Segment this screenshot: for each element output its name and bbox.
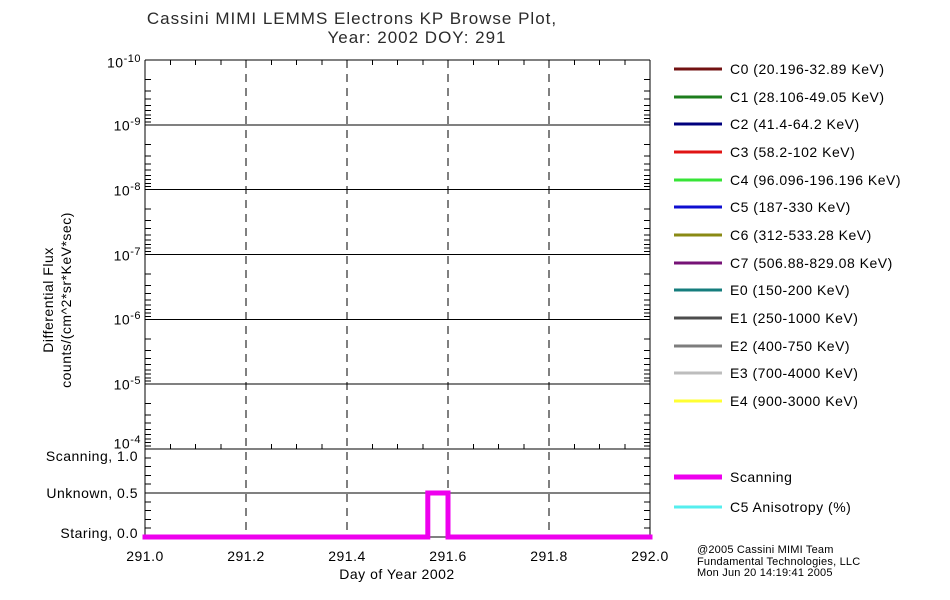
x-tick-label: 291.4 <box>328 548 366 564</box>
legend-color-line-c1 <box>674 95 722 99</box>
legend-item: E4 (900-3000 KeV) <box>673 387 901 415</box>
legend-item: C6 (312-533.28 KeV) <box>673 221 901 249</box>
legend-item-label: E3 (700-4000 KeV) <box>730 365 859 382</box>
channel-legend: C0 (20.196-32.89 KeV) C1 (28.106-49.05 K… <box>673 55 901 415</box>
legend-item: C5 (187-330 KeV) <box>673 193 901 221</box>
legend-item: C3 (58.2-102 KeV) <box>673 138 901 166</box>
legend-item-label: C4 (96.096-196.196 KeV) <box>730 171 902 188</box>
legend-color-line-c5 <box>674 205 722 209</box>
x-tick-label: 291.6 <box>429 548 467 564</box>
plot-title-line2: Year: 2002 DOY: 291 <box>327 28 507 47</box>
legend-item-label: C2 (41.4-64.2 KeV) <box>730 116 860 133</box>
y-tick-exponent: -7 <box>130 246 141 258</box>
legend-color-line-c3 <box>674 150 722 154</box>
legend-item: C1 (28.106-49.05 KeV) <box>673 83 901 111</box>
legend-item-label: C7 (506.88-829.08 KeV) <box>730 254 893 271</box>
legend-color-line-e3 <box>674 371 722 375</box>
legend-color-line-c2 <box>674 122 722 126</box>
legend-color-line-e2 <box>674 344 722 348</box>
y-tick-exponent: -5 <box>130 375 141 387</box>
legend-item-label: C1 (28.106-49.05 KeV) <box>730 88 885 105</box>
credit-line2: Fundamental Technologies, LLC <box>697 555 861 568</box>
legend-item: C7 (506.88-829.08 KeV) <box>673 249 901 277</box>
y-tick-label: 10-8 <box>0 181 141 199</box>
legend-item: C5 Anisotropy (%) <box>673 492 851 522</box>
y-tick-exponent: -8 <box>130 181 141 193</box>
x-tick-label: 292.0 <box>631 548 669 564</box>
legend-item-label: C0 (20.196-32.89 KeV) <box>730 60 885 77</box>
legend-item: E2 (400-750 KeV) <box>673 332 901 360</box>
y-tick-label: 10-7 <box>0 246 141 264</box>
legend-item-label: C3 (58.2-102 KeV) <box>730 143 856 160</box>
x-tick-label: 291.8 <box>530 548 568 564</box>
legend-item-label: Scanning <box>730 469 793 485</box>
y-tick-label: 10-10 <box>0 53 141 71</box>
legend-color-line-c4 <box>674 178 722 182</box>
credit-line1: @2005 Cassini MIMI Team <box>697 544 834 556</box>
credit-block: @2005 Cassini MIMI Team Fundamental Tech… <box>697 544 861 580</box>
x-axis-label: Day of Year 2002 <box>339 566 455 582</box>
legend-color-line-e4 <box>674 399 722 403</box>
y-tick-label: 10-9 <box>0 116 141 134</box>
y-tick-label: 10-6 <box>0 310 141 328</box>
y-tick-exponent: -6 <box>130 310 141 322</box>
legend-item: E0 (150-200 KeV) <box>673 277 901 305</box>
legend-item: E3 (700-4000 KeV) <box>673 360 901 388</box>
mode-tick-label-scanning: Scanning, 1.0 <box>45 448 138 464</box>
credit-line3: Mon Jun 20 14:19:41 2005 <box>697 567 833 579</box>
legend-item-label: E0 (150-200 KeV) <box>730 282 851 299</box>
x-tick-label: 291.2 <box>227 548 265 564</box>
legend-item: Scanning <box>673 462 851 492</box>
mode-tick-label-unknown: Unknown, 0.5 <box>46 485 138 501</box>
y-tick-base: 10 <box>113 117 131 134</box>
y-tick-label: 10-5 <box>0 375 141 393</box>
y-tick-label: 10-4 <box>0 434 141 452</box>
mode-legend: Scanning C5 Anisotropy (%) <box>673 462 851 522</box>
mode-tick-label-staring: Staring, 0.0 <box>60 525 138 541</box>
y-tick-base: 10 <box>113 435 131 452</box>
y-tick-base: 10 <box>107 54 124 71</box>
legend-color-line-scanning <box>674 474 722 480</box>
legend-item-label: E4 (900-3000 KeV) <box>730 393 859 410</box>
legend-item-label: C5 Anisotropy (%) <box>730 499 852 515</box>
y-tick-base: 10 <box>113 247 131 264</box>
legend-item: E1 (250-1000 KeV) <box>673 304 901 332</box>
plot-title-line1: Cassini MIMI LEMMS Electrons KP Browse P… <box>146 9 558 28</box>
legend-item: C2 (41.4-64.2 KeV) <box>673 110 901 138</box>
y-tick-base: 10 <box>113 376 131 393</box>
x-tick-label: 291.0 <box>126 548 164 564</box>
legend-color-line-e0 <box>674 288 722 292</box>
legend-color-line-c5-anisotropy <box>674 505 722 509</box>
y-tick-base: 10 <box>113 182 131 199</box>
legend-item-label: C6 (312-533.28 KeV) <box>730 226 872 243</box>
y-tick-exponent: -10 <box>123 53 141 65</box>
y-tick-base: 10 <box>113 311 131 328</box>
y-tick-exponent: -9 <box>130 116 141 128</box>
legend-color-line-c0 <box>674 67 722 71</box>
legend-item-label: E1 (250-1000 KeV) <box>730 310 859 327</box>
scanning-mode-line <box>142 490 653 540</box>
legend-item-label: C5 (187-330 KeV) <box>730 199 851 216</box>
legend-color-line-c7 <box>674 261 722 265</box>
legend-item: C4 (96.096-196.196 KeV) <box>673 166 901 194</box>
y-tick-exponent: -4 <box>130 434 141 446</box>
legend-color-line-e1 <box>674 316 722 320</box>
legend-item: C0 (20.196-32.89 KeV) <box>673 55 901 83</box>
legend-color-line-c6 <box>674 233 722 237</box>
legend-item-label: E2 (400-750 KeV) <box>730 337 851 354</box>
